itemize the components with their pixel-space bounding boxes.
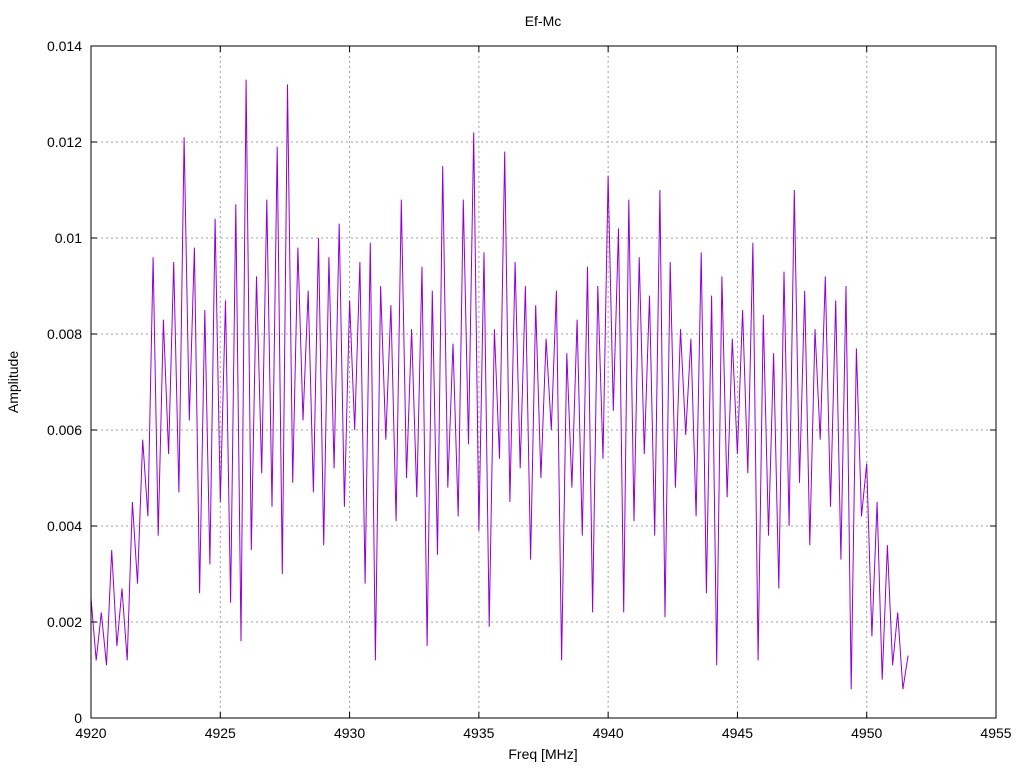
y-tick-label: 0.008 (47, 326, 82, 342)
x-tick-label: 4945 (722, 725, 753, 741)
y-tick-label: 0.012 (47, 134, 82, 150)
x-tick-label: 4930 (334, 725, 365, 741)
y-tick-label: 0 (74, 710, 82, 726)
ticks: 4920 4925 4930 4935 4940 4945 4950 4955 0 0.002 0.… (47, 38, 1012, 741)
x-tick-label: 4955 (980, 725, 1011, 741)
x-axis-label: Freq [MHz] (508, 746, 577, 762)
y-axis-label: Amplitude (5, 351, 21, 413)
series-line (90, 79, 909, 690)
x-tick-label: 4925 (205, 725, 236, 741)
y-tick-label: 0.002 (47, 614, 82, 630)
plot-frame (90, 45, 997, 719)
x-tick-label: 4920 (75, 725, 106, 741)
y-tick-label: 0.014 (47, 38, 82, 54)
y-tick-label: 0.006 (47, 422, 82, 438)
x-tick-label: 4940 (593, 725, 624, 741)
x-tick-label: 4935 (463, 725, 494, 741)
series-ef-mc (90, 79, 909, 690)
y-tick-label: 0.004 (47, 518, 82, 534)
x-tick-label: 4950 (851, 725, 882, 741)
chart-title: Ef-Mc (525, 13, 562, 29)
y-tick-label: 0.01 (55, 230, 82, 246)
